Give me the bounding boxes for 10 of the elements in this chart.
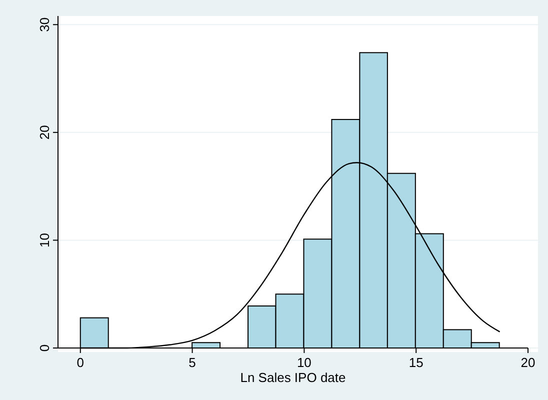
- x-tick-label: 10: [296, 355, 312, 370]
- y-tick-label: 0: [37, 344, 52, 352]
- x-tick-label: 15: [408, 355, 424, 370]
- x-tick-label: 5: [188, 355, 196, 370]
- x-tick-label: 0: [76, 355, 84, 370]
- x-tick-label: 20: [520, 355, 536, 370]
- y-tick-label: 10: [37, 232, 52, 248]
- y-tick-label: 30: [37, 17, 52, 32]
- x-axis-title: Ln Sales IPO date: [240, 370, 346, 385]
- y-tick-label: 20: [37, 125, 52, 140]
